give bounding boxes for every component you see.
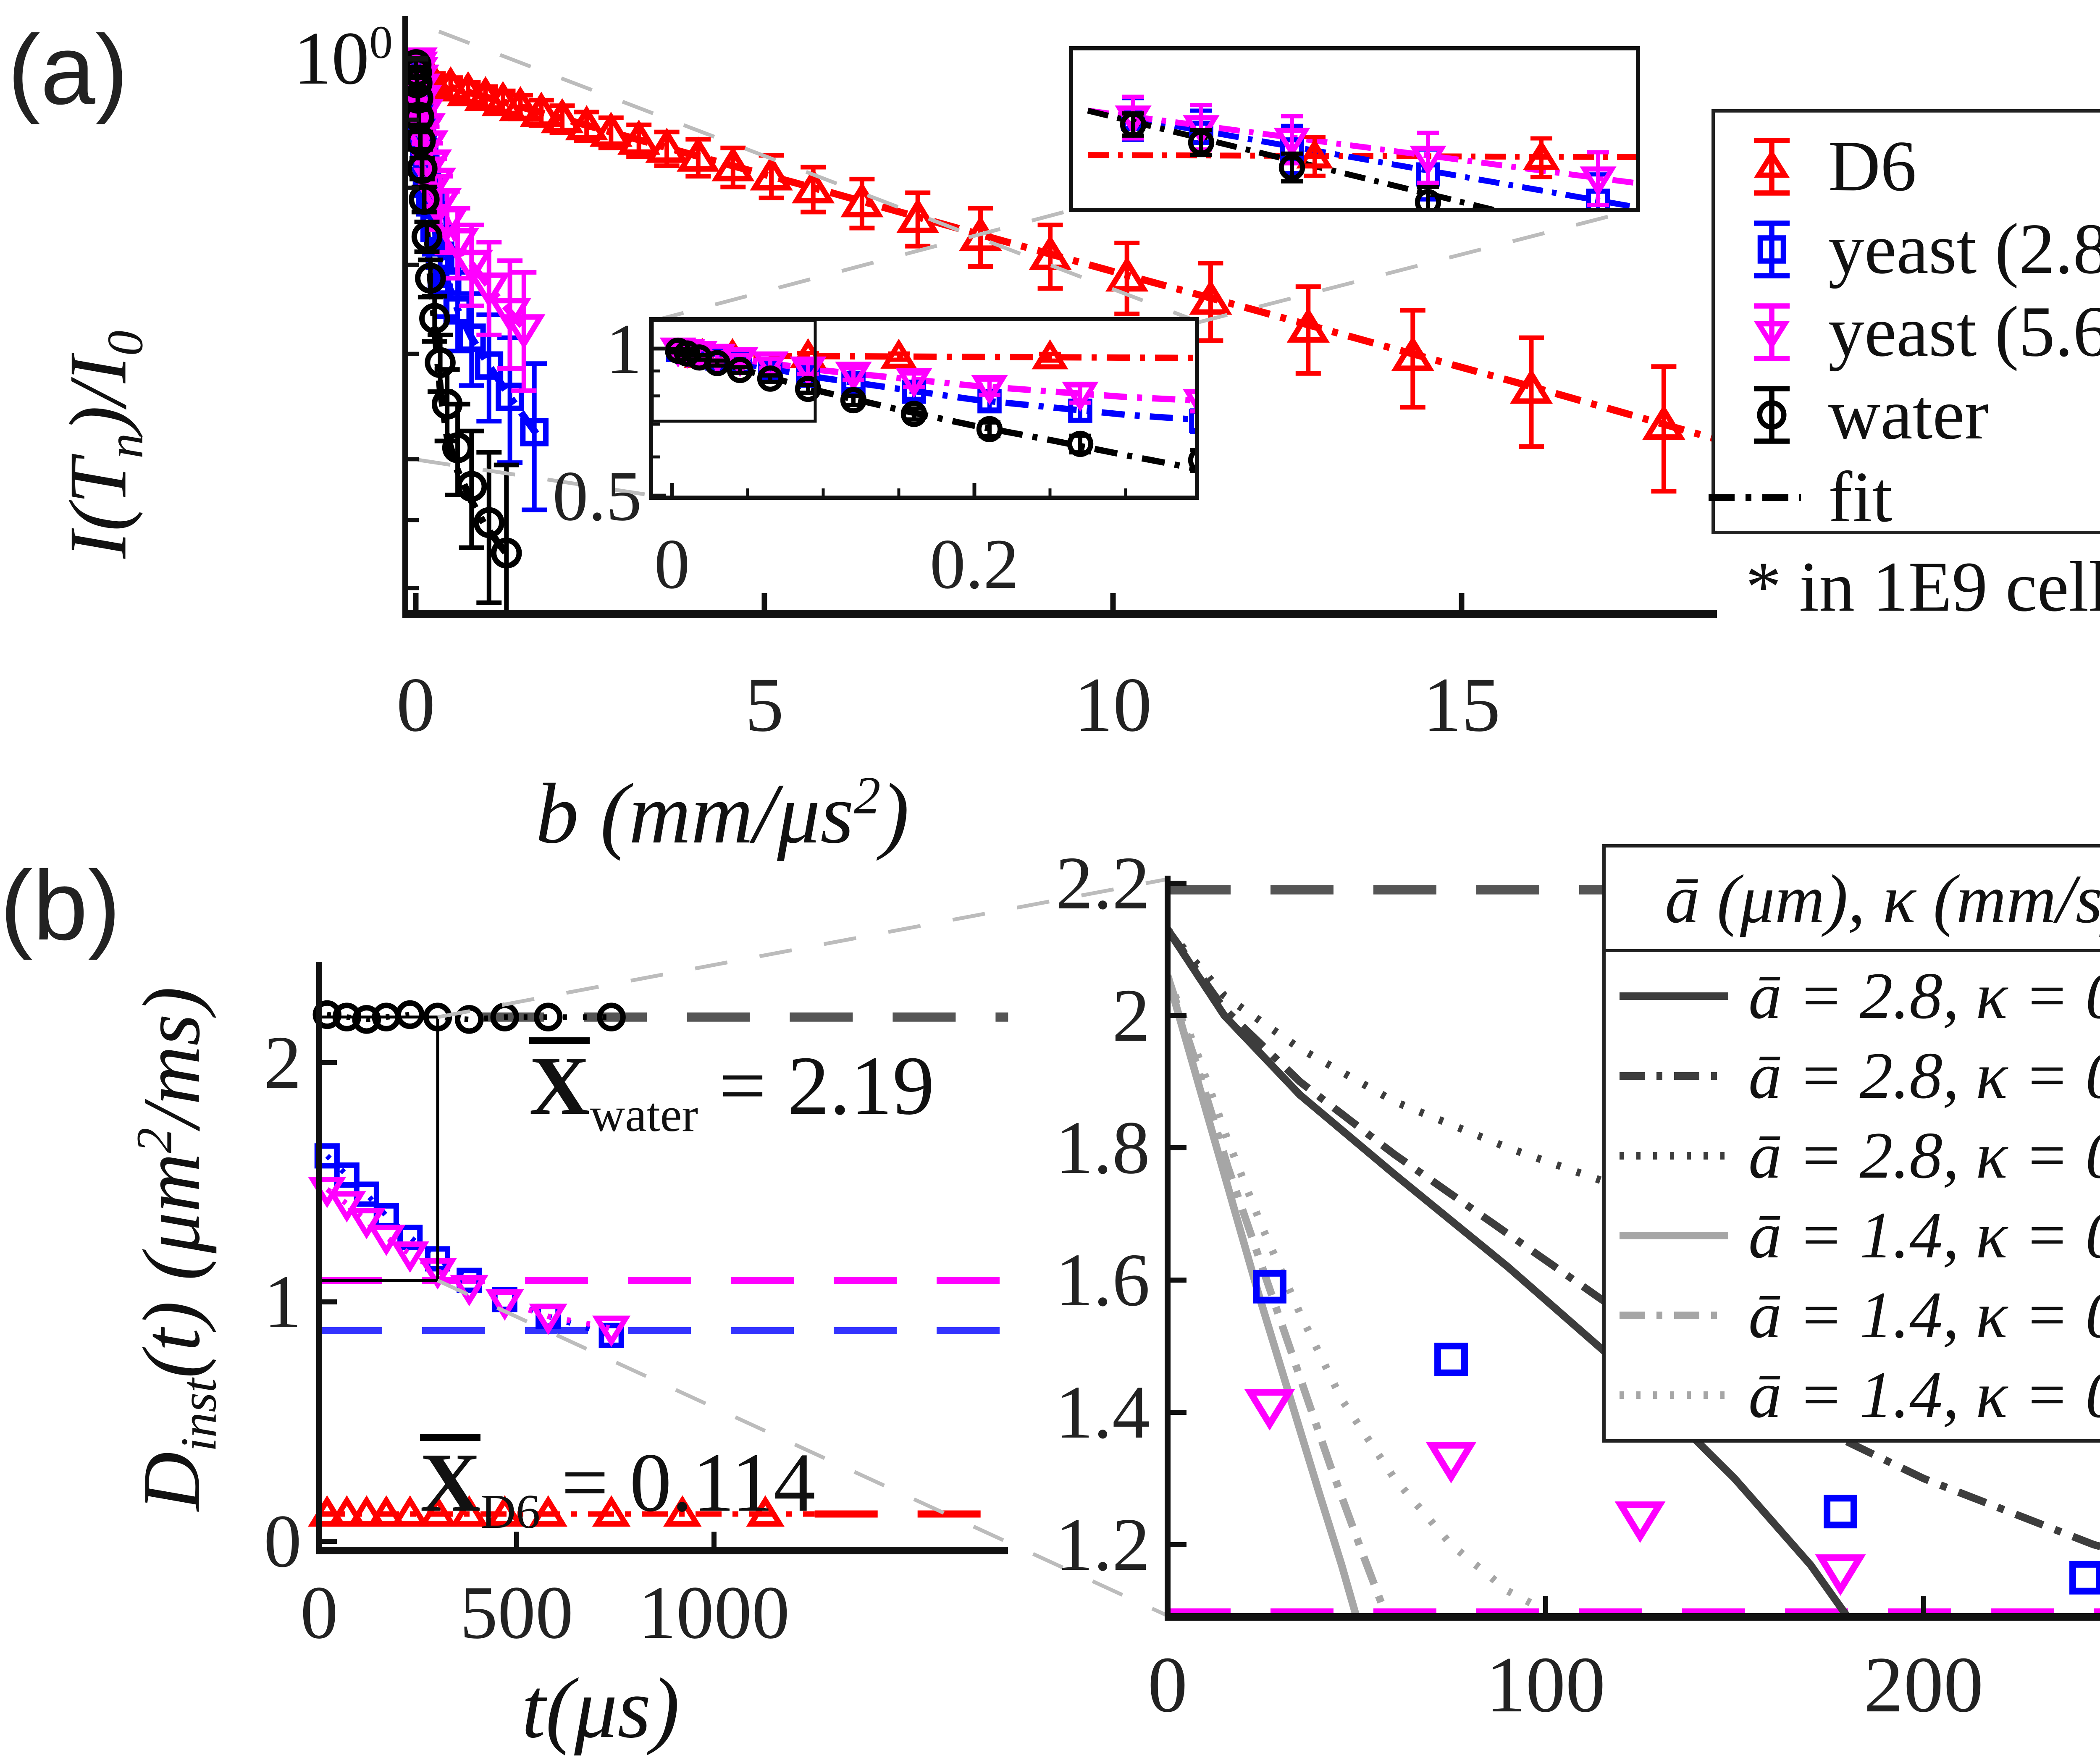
legend-b-label: ā = 2.8, κ = 0.8	[1748, 1119, 2100, 1192]
annotation-d6-mean: XD6 = 0.114	[420, 1434, 816, 1540]
legend-b-rows: ā = 2.8, κ = 0 ā = 2.8, κ = 0.3 ā = 2.8,…	[1606, 952, 2100, 1439]
svg-text:100: 100	[1486, 1641, 1606, 1729]
svg-text:0: 0	[654, 525, 690, 603]
series-yeast (5.68*)	[1244, 1389, 1866, 1596]
svg-text:1.2: 1.2	[1055, 1503, 1150, 1586]
legend-a-label: water	[1828, 375, 1989, 454]
legend-a-label: yeast (5.68*)	[1828, 292, 2100, 372]
legend-b-row: ā = 1.4, κ = 0	[1618, 1197, 2100, 1274]
model-curve	[1168, 974, 1548, 1614]
svg-text:0.2: 0.2	[930, 525, 1019, 603]
svg-text:0.5: 0.5	[553, 457, 642, 535]
svg-text:2: 2	[264, 1021, 302, 1104]
legend-a-row-yeast568: yeast (5.68*)	[1740, 291, 2100, 373]
legend-b-row: ā = 2.8, κ = 0.3	[1618, 1038, 2100, 1114]
panel-b-left-plot	[308, 1000, 1008, 1527]
legend-b-header: ā (μm), κ (mm/s)	[1606, 848, 2100, 952]
legend-a-label: D6	[1828, 126, 1917, 206]
svg-text:0: 0	[1148, 1641, 1188, 1729]
legend-b-row: ā = 1.4, κ = 0.3	[1618, 1277, 2100, 1354]
svg-text:500: 500	[460, 1571, 573, 1654]
panel-a-label: (a)	[8, 14, 129, 125]
panel-b-xlabel: t(μs)	[521, 1661, 680, 1756]
legend-b-row: ā = 2.8, κ = 0	[1618, 958, 2100, 1034]
svg-text:5: 5	[745, 662, 784, 748]
panel-a-plot	[405, 47, 1718, 614]
legend-a-row-water: water	[1740, 373, 2100, 456]
svg-text:2.2: 2.2	[1055, 841, 1150, 925]
fit-line-icon	[1706, 489, 1803, 506]
yeast568-errorbar-marker-icon	[1740, 301, 1803, 364]
panel-b-label: (b)	[0, 850, 121, 960]
svg-text:10: 10	[1074, 662, 1152, 748]
svg-text:1: 1	[264, 1260, 302, 1343]
svg-text:15: 15	[1423, 662, 1501, 748]
legend-b-label: ā = 1.4, κ = 0.3	[1748, 1278, 2100, 1352]
legend-a-note: * in 1E9 cells/mL	[1746, 547, 2100, 626]
d6-errorbar-marker-icon	[1740, 135, 1803, 198]
svg-text:0: 0	[264, 1499, 302, 1583]
svg-text:200: 200	[1864, 1641, 1984, 1729]
model-curve	[1168, 975, 1360, 1617]
legend-a-label: fit	[1828, 457, 1893, 537]
model-curve	[1168, 974, 1391, 1617]
series-D6	[308, 1495, 815, 1527]
svg-text:0: 0	[300, 1571, 338, 1654]
legend-b-label: ā = 1.4, κ = 0	[1748, 1199, 2100, 1272]
panel-a-inset-top	[1087, 94, 1637, 209]
panel-a-ytick: 100	[294, 16, 393, 100]
series-yeast (2.84*)	[314, 1143, 624, 1348]
legend-a-row-d6: D6	[1740, 125, 2100, 208]
legend-a-row-fit: fit	[1709, 456, 2100, 539]
svg-text:2: 2	[1112, 973, 1150, 1057]
svg-text:0: 0	[396, 662, 436, 748]
svg-text:1.4: 1.4	[1055, 1370, 1150, 1454]
legend-b-label: ā = 1.4, κ = 0.8	[1748, 1358, 2100, 1432]
legend-b-row: ā = 2.8, κ = 0.8	[1618, 1118, 2100, 1194]
legend-b-label: ā = 2.8, κ = 0.3	[1748, 1039, 2100, 1113]
annotation-water-mean: Xwater = 2.19	[529, 1037, 934, 1143]
model-curve	[1168, 927, 1851, 1617]
legend-a: D6 yeast (2.84*) yeast (5.68*) water fit	[1709, 109, 2100, 537]
svg-text:1.6: 1.6	[1055, 1238, 1150, 1322]
svg-text:1000: 1000	[638, 1571, 790, 1654]
legend-b-row: ā = 1.4, κ = 0.8	[1618, 1357, 2100, 1433]
yeast284-errorbar-marker-icon	[1740, 218, 1803, 281]
svg-text:1: 1	[606, 310, 642, 388]
legend-b: ā (μm), κ (mm/s) ā = 2.8, κ = 0 ā = 2.8,…	[1602, 844, 2100, 1443]
legend-a-label: yeast (2.84*)	[1828, 209, 2100, 289]
model-curve	[1168, 927, 2100, 1551]
panel-a-inset-mid	[659, 337, 1196, 473]
panel-b-ylabel: Dinst(t) (μm2/ms)	[126, 987, 227, 1511]
legend-a-row-yeast284: yeast (2.84*)	[1740, 208, 2100, 291]
water-errorbar-marker-icon	[1740, 383, 1803, 446]
panel-a-xlabel: b (mm/μs2)	[536, 766, 909, 861]
svg-text:1.8: 1.8	[1055, 1106, 1150, 1189]
series-water	[405, 49, 522, 614]
legend-b-label: ā = 2.8, κ = 0	[1748, 959, 2100, 1033]
panel-a-ylabel: I(Tn)/I0	[52, 330, 154, 559]
